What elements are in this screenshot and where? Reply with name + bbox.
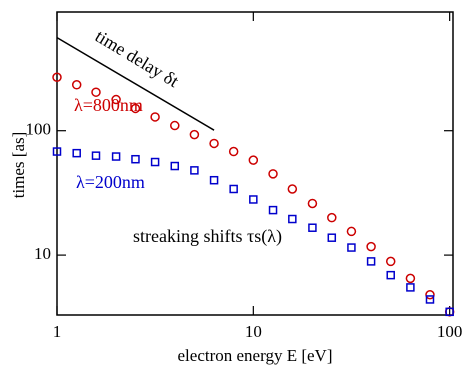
x-tick-label: 100 xyxy=(437,322,463,341)
time-delay-line xyxy=(56,36,215,131)
data-point xyxy=(91,151,101,160)
data-point xyxy=(327,233,337,242)
data-point xyxy=(308,223,317,232)
data-point xyxy=(307,198,318,209)
x-tick-label: 1 xyxy=(53,322,62,341)
data-point xyxy=(229,184,238,194)
data-point xyxy=(366,241,376,252)
data-point xyxy=(405,273,416,284)
data-point xyxy=(386,270,395,280)
data-point xyxy=(209,138,219,149)
data-point xyxy=(170,120,180,131)
line-label: time delay δt xyxy=(92,26,182,91)
data-point xyxy=(268,205,278,215)
data-point xyxy=(189,129,200,140)
data-point xyxy=(130,103,141,114)
data-point xyxy=(150,112,160,122)
data-point xyxy=(347,243,356,252)
data-point xyxy=(71,80,82,90)
data-point xyxy=(111,152,121,161)
data-point xyxy=(406,283,415,292)
data-point xyxy=(425,295,435,304)
data-point xyxy=(249,195,258,204)
annotation: streaking shifts τs(λ) xyxy=(133,226,282,247)
data-point xyxy=(248,155,259,165)
data-point xyxy=(425,290,435,300)
y-tick-label: 10 xyxy=(34,244,51,263)
series-label: λ=200nm xyxy=(76,172,145,192)
data-point xyxy=(366,257,376,266)
data-point xyxy=(170,161,180,171)
plot-frame xyxy=(56,11,454,316)
x-tick-label: 10 xyxy=(245,322,262,341)
data-point xyxy=(52,72,62,82)
y-axis-label: times [as] xyxy=(9,132,28,199)
data-point xyxy=(327,212,337,223)
data-point xyxy=(268,169,278,179)
y-tick-label: 100 xyxy=(26,120,52,139)
series-label: λ=800nm xyxy=(74,95,143,115)
data-point xyxy=(111,94,121,105)
data-point xyxy=(91,87,101,97)
data-point xyxy=(287,184,298,194)
x-axis-label: electron energy E [eV] xyxy=(178,346,333,365)
data-point xyxy=(72,148,81,158)
data-point xyxy=(150,157,160,167)
data-point xyxy=(385,256,396,267)
data-point xyxy=(190,166,199,175)
data-point xyxy=(346,226,357,237)
data-point xyxy=(445,307,454,317)
data-point xyxy=(52,147,62,156)
data-point xyxy=(228,146,239,157)
data-point xyxy=(209,175,219,185)
data-point xyxy=(131,154,140,164)
data-point xyxy=(288,214,297,224)
